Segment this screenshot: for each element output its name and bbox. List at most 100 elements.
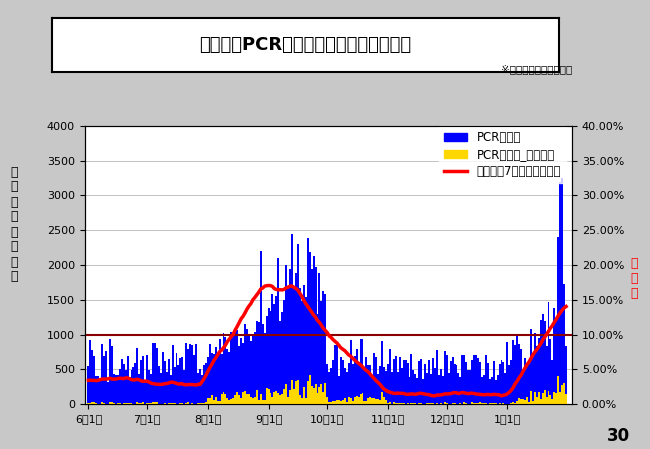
Bar	[553, 392, 555, 404]
Bar	[162, 352, 164, 404]
Bar	[485, 355, 487, 404]
Bar	[262, 324, 264, 404]
Bar	[440, 403, 442, 404]
Bar	[551, 399, 553, 404]
Bar	[421, 358, 422, 404]
Bar	[522, 399, 524, 404]
Bar	[131, 403, 133, 404]
Bar	[150, 374, 152, 404]
Bar	[538, 338, 540, 404]
Bar	[520, 399, 522, 404]
Bar	[177, 365, 179, 404]
Bar	[373, 353, 375, 404]
Bar	[508, 365, 510, 404]
Bar	[142, 357, 144, 404]
Bar	[262, 400, 264, 404]
Bar	[395, 403, 396, 404]
Bar	[565, 346, 567, 404]
Bar	[256, 321, 258, 404]
Bar	[381, 342, 383, 404]
Bar	[448, 373, 450, 404]
Bar	[129, 377, 131, 404]
Bar	[207, 398, 209, 404]
Bar	[281, 312, 283, 404]
Bar	[276, 391, 278, 404]
Bar	[125, 403, 127, 404]
Bar	[291, 234, 293, 404]
Bar	[545, 346, 547, 404]
Bar	[148, 370, 150, 404]
Bar	[113, 374, 115, 404]
Bar	[195, 344, 197, 404]
Bar	[471, 402, 473, 404]
Bar	[346, 372, 348, 404]
Bar	[268, 389, 270, 404]
Bar	[168, 403, 170, 404]
Bar	[421, 403, 422, 404]
Bar	[361, 393, 363, 404]
Bar	[305, 398, 307, 404]
Bar	[278, 258, 280, 404]
Bar	[549, 395, 551, 404]
Bar	[174, 367, 176, 404]
Text: ※県オープンデータより: ※県オープンデータより	[500, 64, 572, 74]
Bar	[222, 333, 224, 404]
Bar	[127, 356, 129, 404]
Bar	[266, 388, 268, 404]
Bar	[356, 396, 358, 404]
Bar	[121, 360, 123, 404]
Bar	[156, 348, 158, 404]
Bar	[185, 403, 187, 404]
Bar	[135, 363, 136, 404]
Bar	[454, 403, 456, 404]
Bar	[123, 403, 125, 404]
Bar	[179, 403, 181, 404]
Bar	[236, 330, 238, 404]
Bar	[88, 403, 90, 404]
Bar	[266, 316, 268, 404]
Bar	[98, 376, 99, 404]
Bar	[152, 402, 154, 404]
Bar	[462, 355, 463, 404]
Bar	[477, 358, 479, 404]
Bar	[352, 364, 354, 404]
Bar	[475, 403, 477, 404]
Bar	[94, 356, 96, 404]
Bar	[313, 256, 315, 404]
Bar	[411, 353, 413, 404]
Bar	[514, 345, 516, 404]
Bar	[444, 351, 446, 404]
Bar	[559, 392, 561, 404]
Bar	[475, 355, 477, 404]
Bar	[258, 322, 260, 404]
Bar	[563, 284, 565, 404]
Bar	[244, 324, 246, 404]
Bar	[283, 389, 285, 404]
Bar	[315, 384, 317, 404]
Bar	[393, 359, 395, 404]
Bar	[133, 367, 135, 404]
Bar	[109, 339, 111, 404]
Bar	[154, 402, 156, 404]
Bar	[105, 351, 107, 404]
Bar	[301, 301, 303, 404]
Bar	[413, 370, 415, 404]
Bar	[295, 381, 297, 404]
Bar	[367, 365, 369, 404]
Bar	[144, 381, 146, 404]
Bar	[201, 403, 203, 404]
Bar	[547, 302, 549, 404]
Bar	[205, 402, 207, 404]
Bar	[463, 402, 465, 404]
Bar	[285, 265, 287, 404]
Bar	[358, 396, 359, 404]
Bar	[389, 349, 391, 404]
Bar	[270, 393, 272, 404]
Bar	[303, 387, 305, 404]
Bar	[465, 403, 467, 404]
Bar	[426, 373, 428, 404]
Bar	[299, 396, 301, 404]
Bar	[504, 374, 506, 404]
Bar	[561, 178, 563, 404]
Bar	[156, 402, 158, 404]
